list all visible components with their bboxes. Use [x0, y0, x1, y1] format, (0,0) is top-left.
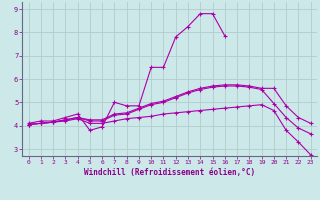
- X-axis label: Windchill (Refroidissement éolien,°C): Windchill (Refroidissement éolien,°C): [84, 168, 255, 177]
